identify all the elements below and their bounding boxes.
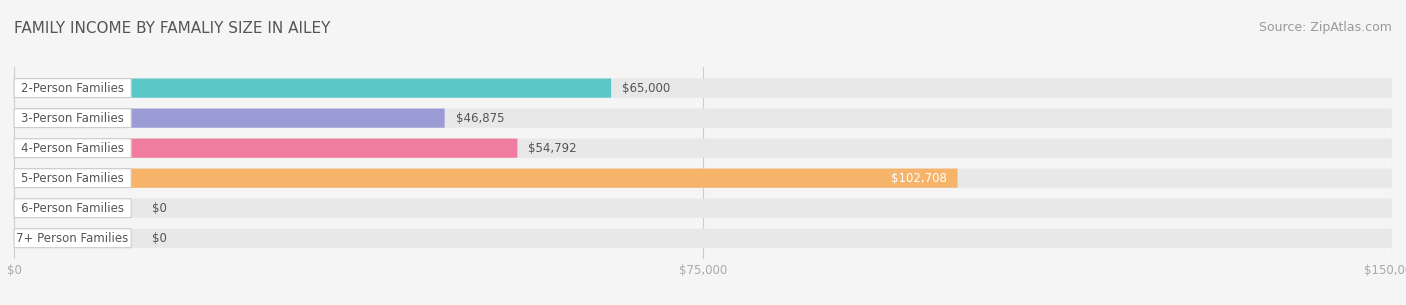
FancyBboxPatch shape [14, 109, 1392, 128]
Text: $54,792: $54,792 [529, 142, 576, 155]
FancyBboxPatch shape [14, 229, 131, 248]
Text: $65,000: $65,000 [623, 82, 671, 95]
FancyBboxPatch shape [14, 169, 131, 188]
Text: 6-Person Families: 6-Person Families [21, 202, 124, 215]
FancyBboxPatch shape [14, 138, 517, 158]
FancyBboxPatch shape [14, 229, 1392, 248]
FancyBboxPatch shape [14, 78, 1392, 98]
FancyBboxPatch shape [14, 199, 1392, 218]
FancyBboxPatch shape [14, 138, 1392, 158]
Text: $0: $0 [152, 202, 167, 215]
Text: 3-Person Families: 3-Person Families [21, 112, 124, 125]
Text: 2-Person Families: 2-Person Families [21, 82, 124, 95]
Text: Source: ZipAtlas.com: Source: ZipAtlas.com [1258, 21, 1392, 34]
Text: $102,708: $102,708 [890, 172, 946, 185]
FancyBboxPatch shape [14, 139, 131, 158]
FancyBboxPatch shape [14, 78, 612, 98]
Text: FAMILY INCOME BY FAMALIY SIZE IN AILEY: FAMILY INCOME BY FAMALIY SIZE IN AILEY [14, 21, 330, 36]
Text: $0: $0 [152, 232, 167, 245]
Text: 7+ Person Families: 7+ Person Families [17, 232, 129, 245]
FancyBboxPatch shape [14, 169, 1392, 188]
FancyBboxPatch shape [14, 199, 131, 218]
Text: $46,875: $46,875 [456, 112, 505, 125]
Text: 4-Person Families: 4-Person Families [21, 142, 124, 155]
FancyBboxPatch shape [14, 109, 444, 128]
Text: 5-Person Families: 5-Person Families [21, 172, 124, 185]
FancyBboxPatch shape [14, 169, 957, 188]
FancyBboxPatch shape [14, 109, 131, 127]
FancyBboxPatch shape [14, 79, 131, 98]
